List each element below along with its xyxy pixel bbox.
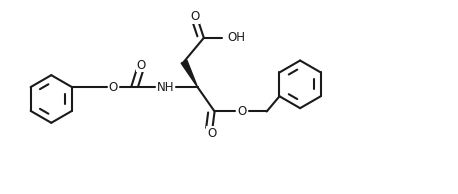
Text: OH: OH	[228, 31, 245, 44]
Text: NH: NH	[157, 81, 174, 94]
Polygon shape	[181, 60, 197, 87]
Text: O: O	[237, 105, 246, 118]
Text: O: O	[109, 81, 118, 94]
Text: O: O	[207, 127, 216, 140]
Text: O: O	[136, 59, 146, 72]
Text: O: O	[190, 10, 200, 23]
